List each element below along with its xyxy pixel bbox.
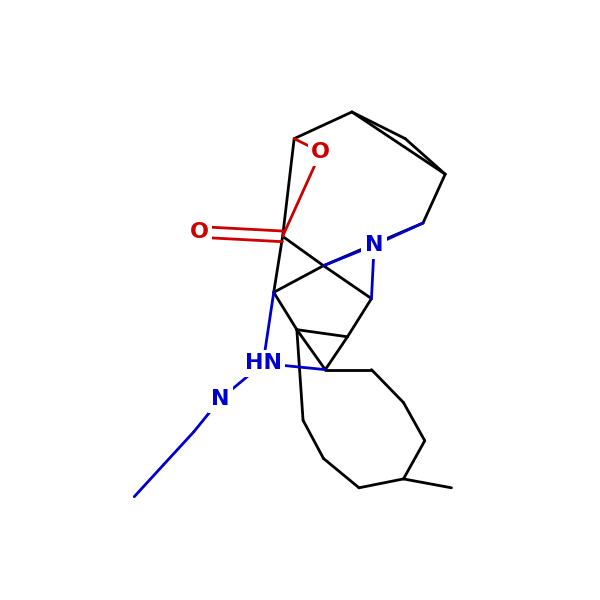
Text: HN: HN — [245, 353, 281, 373]
Text: O: O — [311, 142, 331, 162]
Text: N: N — [211, 389, 230, 409]
Text: N: N — [365, 235, 383, 255]
Text: O: O — [190, 222, 209, 242]
